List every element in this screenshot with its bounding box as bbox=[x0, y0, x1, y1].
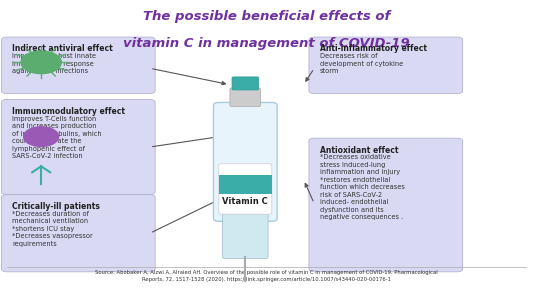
FancyBboxPatch shape bbox=[230, 88, 261, 106]
Text: *Decreases duration of
mechanical ventilation
*shortens ICU stay
*Decreases vaso: *Decreases duration of mechanical ventil… bbox=[12, 211, 93, 247]
FancyBboxPatch shape bbox=[2, 100, 155, 195]
FancyBboxPatch shape bbox=[309, 37, 463, 94]
Text: Improves T-Cells function
and increases production
of immunoglobulins, which
cou: Improves T-Cells function and increases … bbox=[12, 116, 102, 159]
Text: Anti-inflammatory effect: Anti-inflammatory effect bbox=[319, 44, 426, 53]
Text: Indirect antiviral effect: Indirect antiviral effect bbox=[12, 44, 113, 53]
FancyBboxPatch shape bbox=[219, 164, 272, 214]
Text: Immunomodulatory effect: Immunomodulatory effect bbox=[12, 107, 125, 116]
FancyBboxPatch shape bbox=[219, 176, 272, 194]
Text: *Decreases oxidative
stress induced-lung
inflammation and injury
*restores endot: *Decreases oxidative stress induced-lung… bbox=[319, 154, 405, 220]
Text: Vitamin C: Vitamin C bbox=[222, 197, 268, 206]
FancyBboxPatch shape bbox=[222, 214, 268, 259]
Text: Improves the host innate
immunological response
against viral infections: Improves the host innate immunological r… bbox=[12, 53, 96, 74]
Text: The possible beneficial effects of: The possible beneficial effects of bbox=[143, 10, 390, 23]
Circle shape bbox=[23, 127, 59, 146]
Text: Critically-ill patients: Critically-ill patients bbox=[12, 202, 100, 211]
Circle shape bbox=[21, 51, 61, 74]
FancyBboxPatch shape bbox=[232, 77, 259, 90]
FancyBboxPatch shape bbox=[2, 195, 155, 272]
Text: Decreases risk of
development of cytokine
storm: Decreases risk of development of cytokin… bbox=[319, 53, 403, 74]
FancyBboxPatch shape bbox=[214, 102, 277, 221]
FancyBboxPatch shape bbox=[309, 138, 463, 272]
Text: vitamin C in management of COVID-19: vitamin C in management of COVID-19 bbox=[123, 37, 410, 50]
Text: Antioxidant effect: Antioxidant effect bbox=[319, 146, 398, 154]
FancyBboxPatch shape bbox=[2, 37, 155, 94]
Text: Source: Abobaker A, Alzwi A, Alraied AH. Overview of the possible role of vitami: Source: Abobaker A, Alzwi A, Alraied AH.… bbox=[95, 270, 438, 282]
